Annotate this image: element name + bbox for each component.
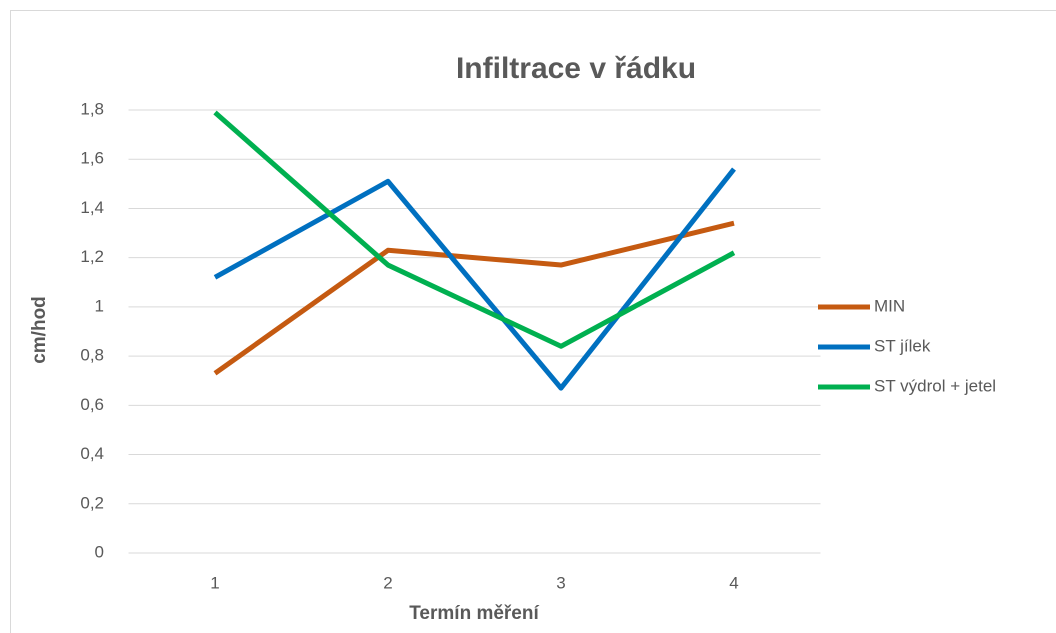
series-line [213, 220, 735, 376]
x-axis-label: Termín měření [409, 603, 539, 624]
x-tick-label: 3 [556, 573, 565, 592]
y-tick-label: 0,2 [80, 493, 104, 512]
series-line [213, 110, 736, 349]
chart-title: Infiltrace v řádku [456, 52, 696, 85]
y-tick-label: 1,6 [80, 149, 104, 168]
y-tick-label: 1,8 [80, 99, 104, 118]
x-tick-label: 1 [210, 573, 219, 592]
x-tick-label: 4 [729, 573, 738, 592]
y-tick-label: 0,4 [80, 444, 104, 463]
y-axis-label: cm/hod [29, 296, 50, 364]
y-tick-label: 1,2 [80, 247, 104, 266]
legend-label: ST jílek [874, 336, 931, 355]
y-tick-label: 1 [95, 296, 104, 315]
y-tick-label: 1,4 [80, 198, 104, 217]
y-tick-label: 0,6 [80, 395, 104, 414]
y-tick-label: 0,8 [80, 346, 104, 365]
chart-border [10, 10, 1056, 633]
legend-label: MIN [874, 296, 905, 315]
legend-label: ST výdrol + jetel [874, 376, 996, 395]
series-line [213, 167, 736, 391]
x-tick-label: 2 [383, 573, 392, 592]
y-tick-label: 0 [95, 542, 104, 561]
